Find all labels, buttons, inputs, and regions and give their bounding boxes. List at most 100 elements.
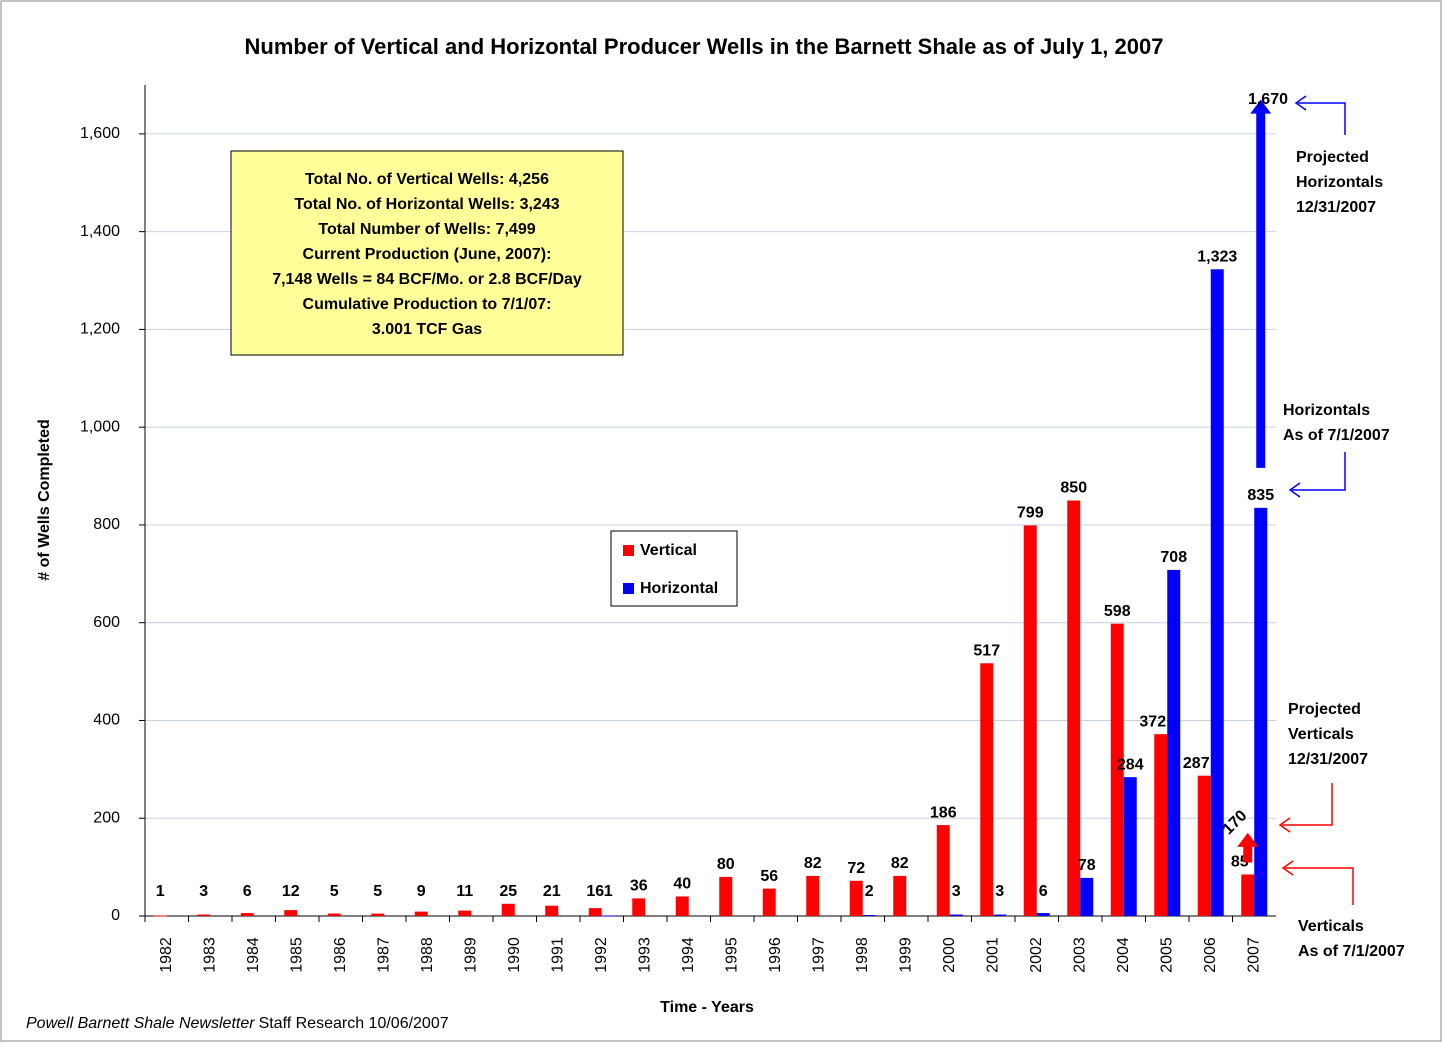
annotation-line: Verticals xyxy=(1298,918,1364,935)
x-tick-label: 1982 xyxy=(158,937,175,973)
data-label: 82 xyxy=(804,855,822,872)
bar xyxy=(588,908,602,916)
legend-label: Horizontal xyxy=(640,580,718,597)
x-tick-label: 2004 xyxy=(1115,937,1132,973)
chart-title: Number of Vertical and Horizontal Produc… xyxy=(245,34,1164,59)
annotation-arrow xyxy=(1285,867,1354,905)
data-label: 1 xyxy=(604,883,613,900)
annotation-line: Projected xyxy=(1296,149,1369,166)
data-label: 1,323 xyxy=(1197,249,1237,266)
data-label: 78 xyxy=(1078,857,1096,874)
data-label: 5 xyxy=(373,883,382,900)
bar xyxy=(1123,777,1137,916)
data-label: 25 xyxy=(499,883,517,900)
info-lines: Total No. of Vertical Wells: 4,256 Total … xyxy=(272,171,582,338)
x-tick-label: 1988 xyxy=(419,937,436,973)
bar xyxy=(632,898,646,916)
footer: Powell Barnett Shale Newsletter Staff Res… xyxy=(26,1015,449,1032)
y-tick-label: 0 xyxy=(111,907,120,924)
data-label: 598 xyxy=(1104,603,1131,620)
data-label: 36 xyxy=(630,878,648,895)
x-tick-label: 2002 xyxy=(1028,937,1045,973)
y-tick-label: 1,400 xyxy=(80,223,120,240)
bar xyxy=(371,913,385,916)
x-tick-label: 2001 xyxy=(984,937,1001,973)
legend-swatch xyxy=(623,583,634,594)
bar xyxy=(458,910,472,916)
data-label: 3 xyxy=(995,883,1004,900)
bar xyxy=(501,903,515,916)
bar xyxy=(1197,775,1211,916)
x-tick-label: 1983 xyxy=(201,937,218,973)
data-label: 835 xyxy=(1247,487,1274,504)
x-tick-label: 1992 xyxy=(593,937,610,973)
annotation-arrow xyxy=(1282,783,1333,826)
bar xyxy=(719,876,733,916)
data-label: 11 xyxy=(456,883,473,900)
y-tick-label: 1,000 xyxy=(80,418,120,435)
data-label: 2 xyxy=(865,883,874,900)
marks: 1982119833198461985121986519875198891989… xyxy=(144,91,1288,973)
y-tick-label: 200 xyxy=(93,809,120,826)
data-label: 9 xyxy=(417,883,426,900)
bar xyxy=(1036,913,1050,916)
data-label: 287 xyxy=(1183,755,1210,772)
bar xyxy=(1167,569,1181,916)
bar xyxy=(1067,500,1081,916)
y-tick-label: 800 xyxy=(93,516,120,533)
info-box xyxy=(230,150,624,356)
legend-items: Vertical Horizontal xyxy=(623,542,718,597)
x-tick-label: 1998 xyxy=(854,937,871,973)
data-label: 799 xyxy=(1017,505,1044,522)
footer-text: Staff Research 10/06/2007 xyxy=(259,1015,449,1032)
x-tick-label: 1987 xyxy=(375,937,392,973)
bar xyxy=(1241,874,1255,916)
bar xyxy=(601,915,615,917)
x-tick-label: 1995 xyxy=(723,937,740,973)
bar xyxy=(153,915,167,917)
y-tick-label: 400 xyxy=(93,712,120,729)
annotation-line: Projected xyxy=(1288,701,1361,718)
info-line: Total No. of Vertical Wells: 4,256 xyxy=(305,171,549,188)
bar xyxy=(284,910,298,916)
data-label: 372 xyxy=(1139,713,1166,730)
y-tick-label: 600 xyxy=(93,614,120,631)
bar xyxy=(936,825,950,916)
grid: 0 200 400 600 800 1,000 1,200 1,400 1,600 xyxy=(80,85,1276,924)
annotation-arrow xyxy=(1292,452,1346,491)
data-label: 284 xyxy=(1117,756,1144,773)
info-line: 3.001 TCF Gas xyxy=(372,321,482,338)
annotation-line: Horizontals xyxy=(1296,174,1383,191)
data-label: 3 xyxy=(199,883,208,900)
bar xyxy=(1154,734,1168,916)
data-label: 6 xyxy=(1039,883,1048,900)
projection-arrow xyxy=(1237,832,1259,863)
annotation-line: As of 7/1/2007 xyxy=(1283,427,1390,444)
projection-label: 1,670 xyxy=(1248,91,1288,108)
info-line: Cumulative Production to 7/1/07: xyxy=(303,296,552,313)
data-label: 517 xyxy=(973,642,1000,659)
bar xyxy=(949,914,963,916)
bar xyxy=(762,888,776,916)
data-label: 850 xyxy=(1060,480,1087,497)
y-tick-label: 1,200 xyxy=(80,321,120,338)
data-label: 1 xyxy=(156,883,165,900)
x-tick-label: 1985 xyxy=(288,937,305,973)
data-label: 12 xyxy=(282,883,300,900)
x-tick-label: 2006 xyxy=(1202,937,1219,973)
bar xyxy=(1080,877,1094,916)
x-tick-label: 2005 xyxy=(1158,937,1175,973)
bar xyxy=(893,875,907,916)
x-tick-label: 1999 xyxy=(897,937,914,973)
bar xyxy=(862,915,876,917)
data-label: 186 xyxy=(930,804,957,821)
data-label: 40 xyxy=(673,876,691,893)
x-tick-label: 1989 xyxy=(462,937,479,973)
annotation-line: 12/31/2007 xyxy=(1296,199,1376,216)
legend xyxy=(610,530,738,607)
annotation-line: 12/31/2007 xyxy=(1288,751,1368,768)
data-label: 3 xyxy=(952,883,961,900)
annotation-arrowhead xyxy=(1288,482,1301,498)
bar xyxy=(993,914,1007,916)
